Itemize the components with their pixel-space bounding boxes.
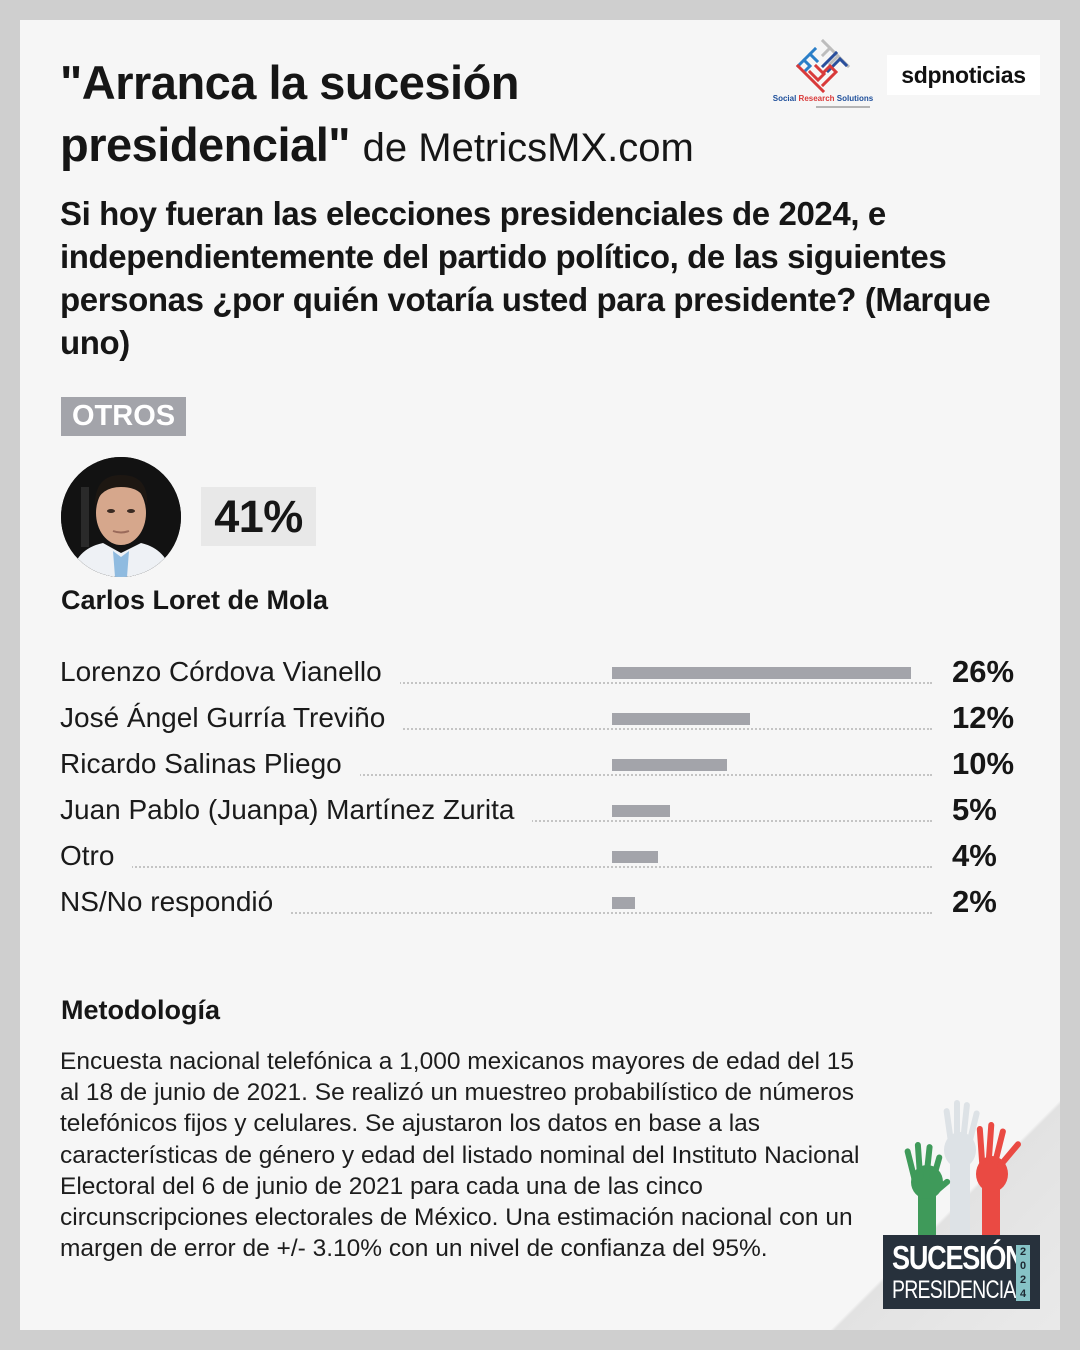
leader-name: Carlos Loret de Mola [61,585,329,615]
result-percent: 12% [952,700,1015,735]
result-percent: 2% [952,884,997,919]
result-label: José Ángel Gurría Treviño [60,700,404,736]
result-label: Otro [60,838,133,874]
dotted-leader [60,682,932,684]
badge-line-1: SUCESIÓN [892,1239,1025,1276]
result-bar [612,897,635,909]
result-label: Juan Pablo (Juanpa) Martínez Zurita [60,792,533,828]
dotted-leader [60,866,932,868]
title-line-2-text: presidencial" [60,118,351,171]
badge-year: 2 0 2 4 [1016,1245,1030,1301]
result-bar [612,851,658,863]
result-label: Lorenzo Córdova Vianello [60,654,400,690]
dotted-leader [60,728,932,730]
result-row: NS/No respondió 2% [60,880,1040,926]
social-research-solutions-logo: Social Research Solutions [768,38,878,112]
result-label: Ricardo Salinas Pliego [60,746,360,782]
category-tag: OTROS [61,397,187,436]
leader-percent: 41% [201,487,316,546]
page-title: "Arranca la sucesión presidencial" de Me… [60,52,760,179]
result-bar [612,667,911,679]
result-label: NS/No respondió [60,884,292,920]
sdpnoticias-logo: sdpnoticias [887,55,1040,95]
dotted-leader [60,912,932,914]
result-bar [612,805,670,817]
result-row: Juan Pablo (Juanpa) Martínez Zurita 5% [60,788,1040,834]
year-digit: 2 [1019,1246,1027,1258]
raised-hands-icon [904,1100,1021,1238]
result-percent: 5% [952,792,997,827]
srs-word-2: Research [798,94,835,103]
result-percent: 26% [952,654,1015,689]
results-list: Lorenzo Córdova Vianello 26% José Ángel … [60,650,1040,926]
result-bar [612,713,750,725]
srs-tagline [816,106,870,108]
year-digit: 2 [1019,1274,1027,1286]
title-line-1: "Arranca la sucesión [60,56,520,109]
survey-question: Si hoy fueran las elecciones presidencia… [60,195,991,361]
sucesion-presidencial-logo: SUCESIÓN PRESIDENCIAL 2 0 2 4 [882,1098,1042,1313]
year-digit: 0 [1019,1260,1027,1272]
result-percent: 4% [952,838,997,873]
title-source: de MetricsMX.com [362,126,694,170]
result-row: José Ángel Gurría Treviño 12% [60,696,1040,742]
badge-line-2: PRESIDENCIAL [892,1276,1026,1304]
avatar [61,457,181,577]
year-digit: 4 [1019,1288,1027,1300]
result-percent: 10% [952,746,1015,781]
infographic-card: "Arranca la sucesión presidencial" de Me… [20,20,1060,1330]
result-row: Ricardo Salinas Pliego 10% [60,742,1040,788]
srs-word-1: Social [772,94,799,103]
portrait-icon [61,457,181,577]
title-line-2: presidencial" de MetricsMX.com [60,114,760,179]
maze-icon [795,38,851,94]
dotted-leader [60,774,932,776]
result-bar [612,759,727,771]
methodology-title: Metodología [61,995,220,1025]
srs-word-3: Solutions [834,94,874,103]
sucesion-badge: SUCESIÓN PRESIDENCIAL 2 0 2 4 [883,1235,1040,1309]
srs-wordmark: Social Research Solutions [768,94,878,103]
result-row: Lorenzo Córdova Vianello 26% [60,650,1040,696]
methodology-body: Encuesta nacional telefónica a 1,000 mex… [60,1048,860,1263]
result-row: Otro 4% [60,834,1040,880]
